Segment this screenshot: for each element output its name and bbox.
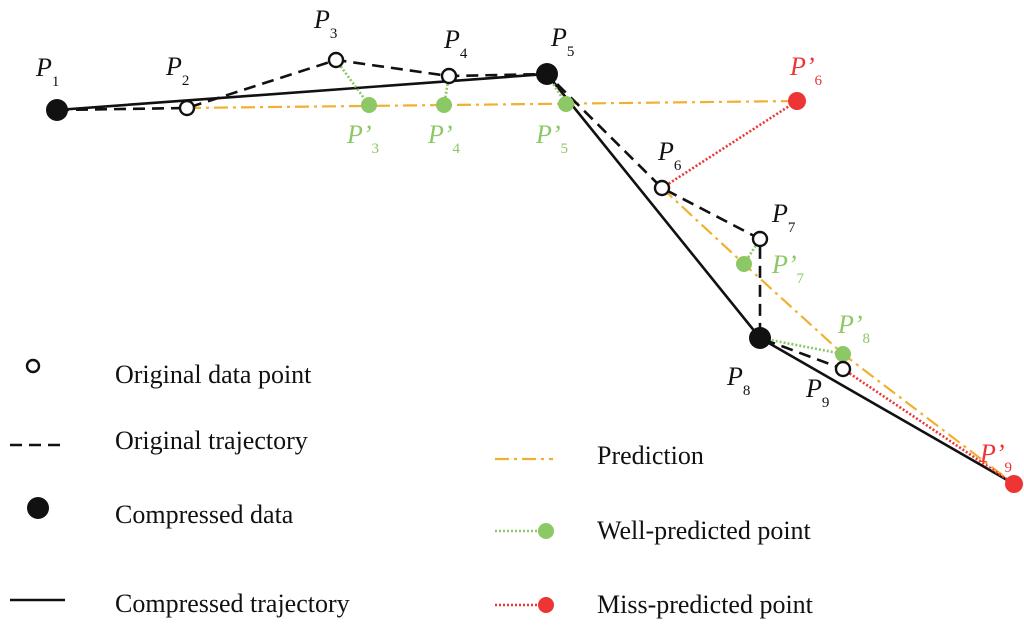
legend-compressed-data-icon	[27, 497, 49, 519]
predicted-point-8	[835, 346, 851, 362]
predicted-point-7	[736, 256, 752, 272]
label-p1: P1	[35, 53, 59, 90]
well-predicted-connectors	[334, 59, 844, 356]
label-p8: P8	[726, 362, 750, 399]
predicted-point-5	[558, 96, 574, 112]
label-p5: P5	[550, 23, 574, 60]
label-p7: P7	[771, 199, 796, 236]
legend-well-predicted-dot-icon	[538, 523, 554, 539]
original-points	[178, 51, 852, 378]
prediction-line-1	[186, 99, 798, 110]
miss-predicted-points	[788, 92, 1023, 493]
predicted-point-6	[788, 92, 806, 110]
legend-original-point-label: Original data point	[115, 360, 312, 389]
well-predicted-points	[361, 96, 851, 362]
legend-compressed-trajectory-label: Compressed trajectory	[115, 589, 350, 618]
legend-compressed-data-label: Compressed data	[115, 500, 294, 529]
label-q3: P’3	[346, 120, 379, 157]
compressed-points	[46, 63, 771, 349]
legend-prediction-label: Prediction	[597, 441, 704, 470]
label-p9: P9	[805, 374, 829, 411]
label-q4: P’4	[427, 120, 461, 157]
predicted-point-4	[436, 97, 452, 113]
label-q9: P’9	[979, 439, 1012, 476]
label-q8: P’8	[837, 310, 870, 347]
label-p6: P6	[657, 137, 682, 174]
compressed-point-1	[46, 99, 68, 121]
legend-well-predicted-label: Well-predicted point	[597, 516, 812, 545]
compressed-trajectory-line	[56, 72, 1015, 486]
compressed-point-5	[536, 63, 558, 85]
original-point-6	[653, 179, 671, 197]
legend-miss-predicted-dot-icon	[538, 597, 554, 613]
original-point-3	[327, 51, 345, 69]
predicted-point-9	[1005, 475, 1023, 493]
label-p4: P4	[443, 25, 468, 62]
original-point-4	[440, 67, 458, 85]
compressed-point-8	[749, 327, 771, 349]
original-point-9	[834, 360, 852, 378]
label-q7: P’7	[771, 250, 805, 287]
legend-original-point-icon	[25, 358, 41, 374]
original-point-7	[751, 230, 769, 248]
label-p2: P2	[165, 52, 189, 89]
legend-original-trajectory-label: Original trajectory	[115, 426, 308, 455]
legend-miss-predicted-label: Miss-predicted point	[597, 590, 814, 619]
legend: Original data point Original trajectory …	[10, 358, 814, 619]
label-q5: P’5	[535, 120, 568, 157]
prediction-line-2	[661, 187, 1015, 485]
miss-predicted-connectors	[661, 99, 1015, 486]
label-p3: P3	[313, 5, 337, 42]
predicted-point-3	[361, 97, 377, 113]
original-point-2	[178, 99, 196, 117]
label-q6: P’6	[789, 52, 823, 89]
